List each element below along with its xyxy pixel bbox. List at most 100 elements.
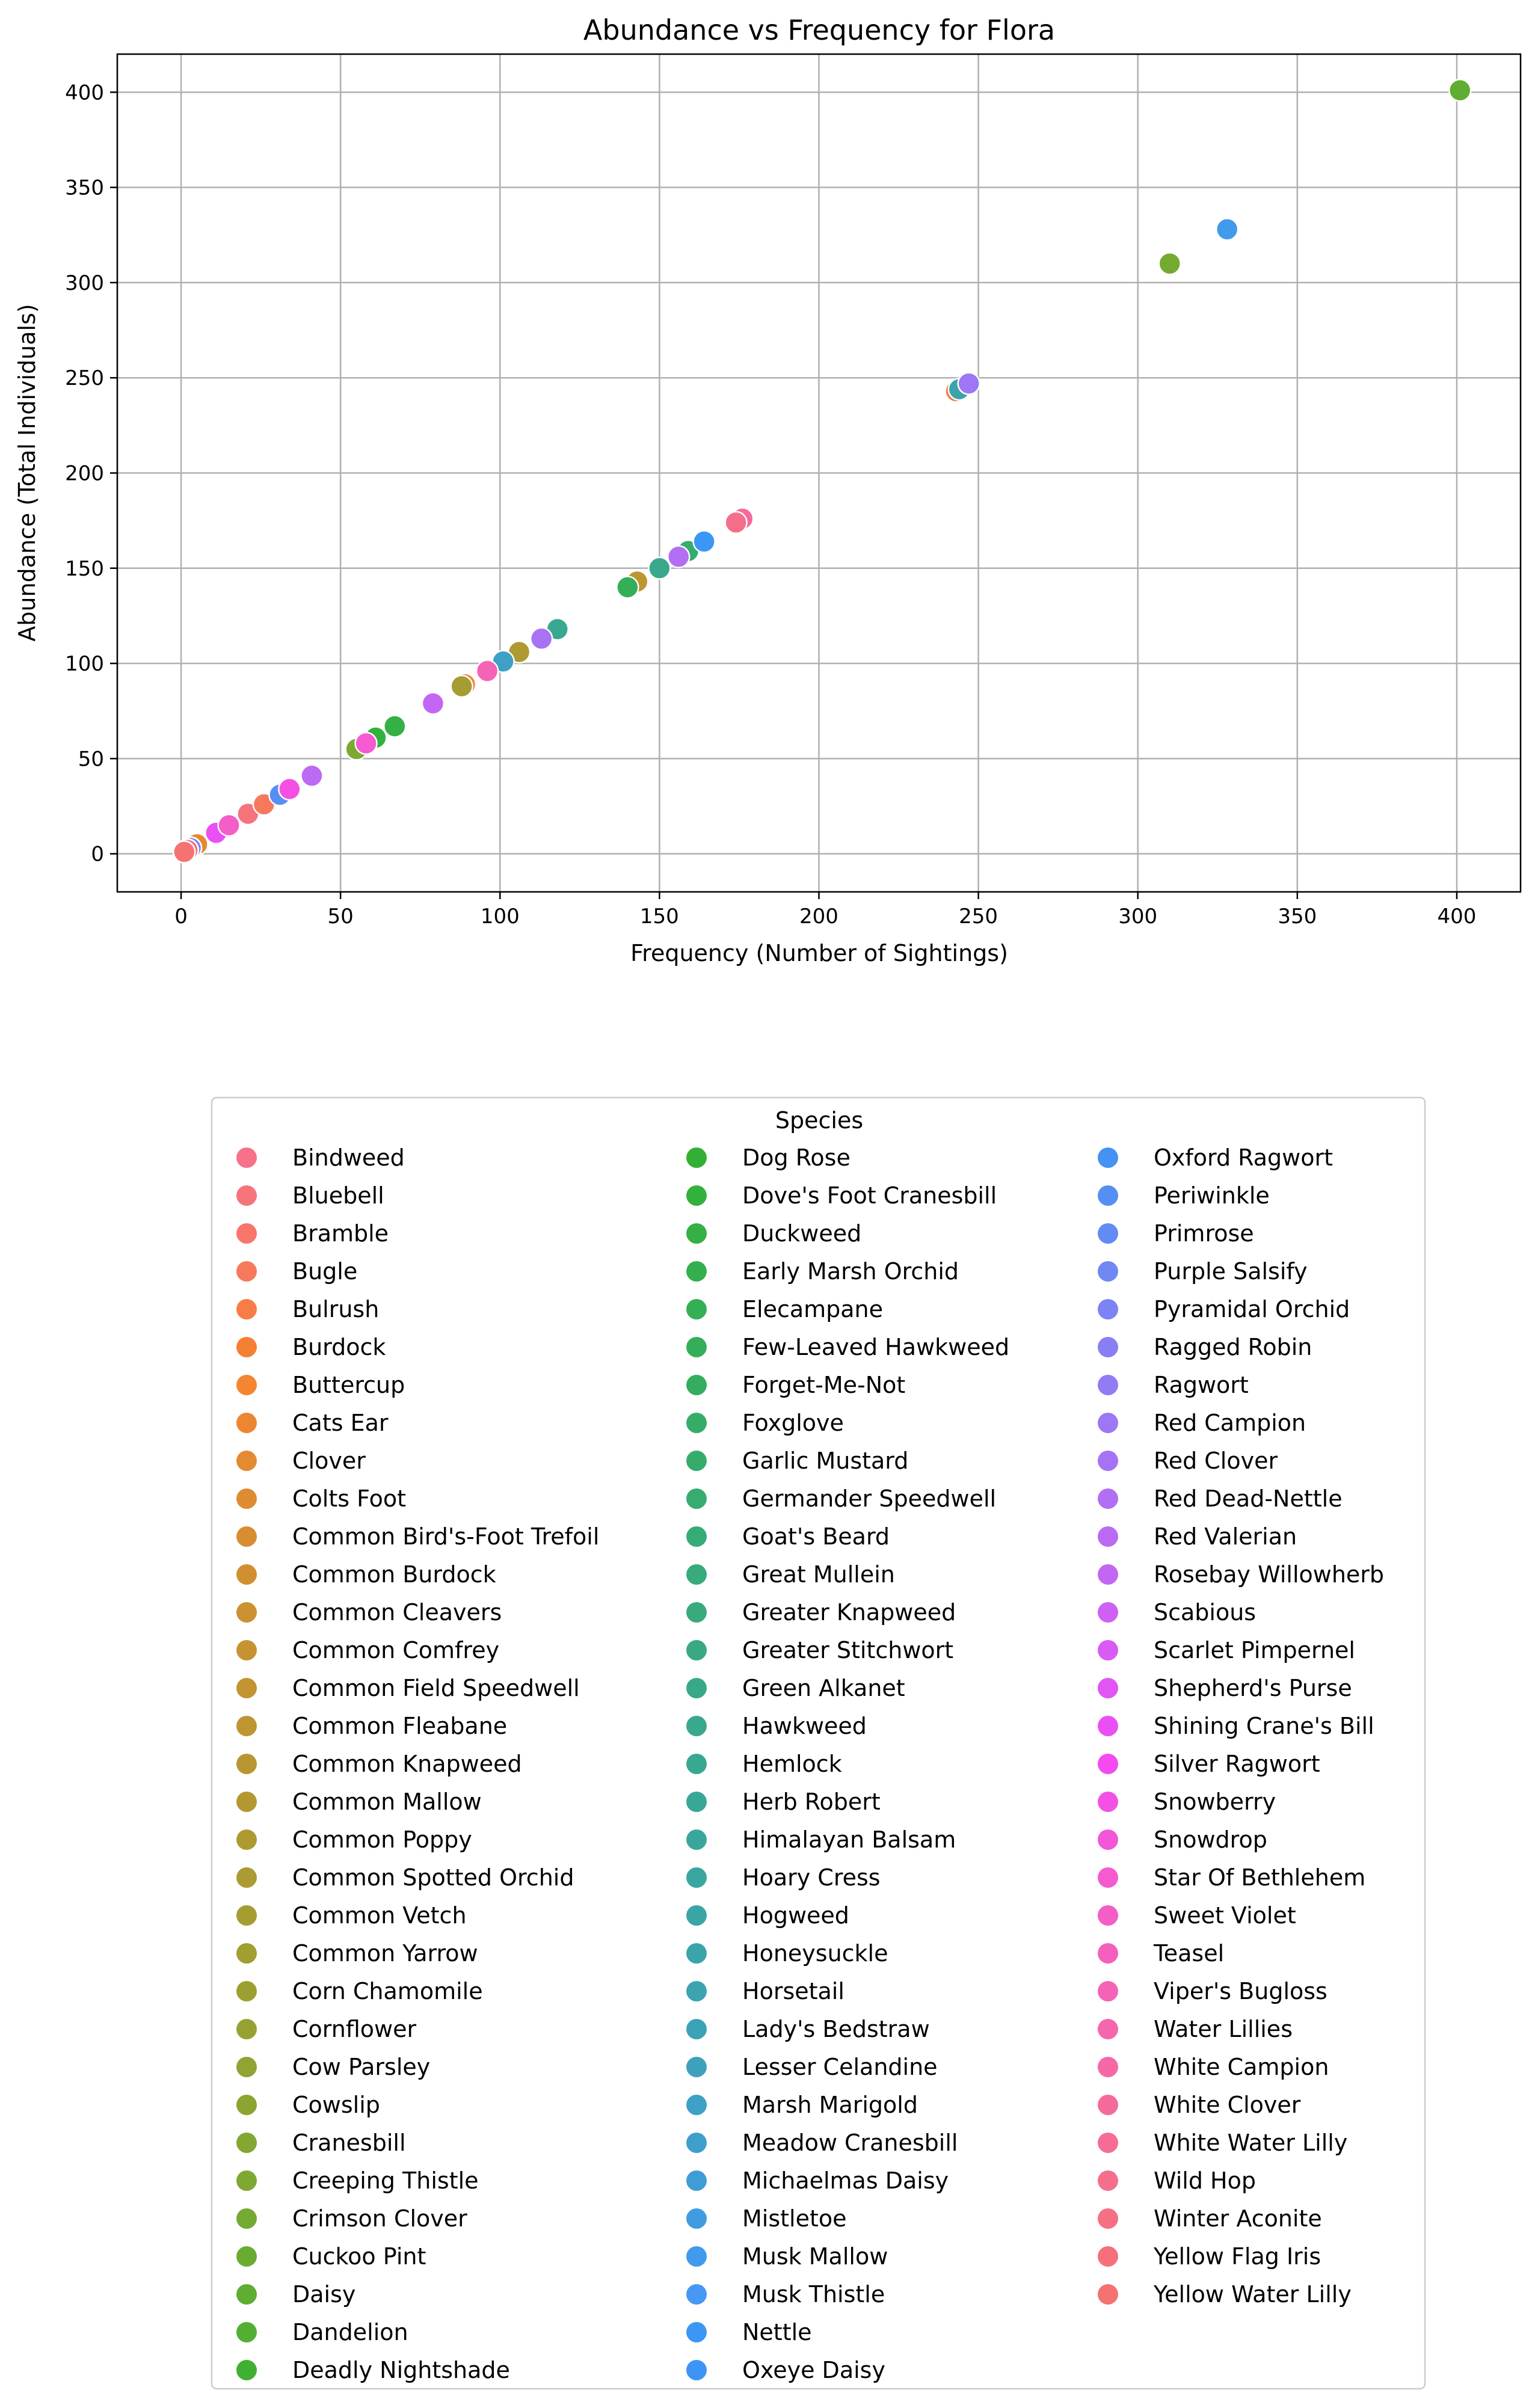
legend-label: Common Vetch xyxy=(292,1902,467,1929)
data-point xyxy=(616,576,639,599)
legend-label: Foxglove xyxy=(742,1410,844,1436)
legend-marker xyxy=(1098,2057,1118,2077)
legend-item: Sweet Violet xyxy=(1098,1902,1296,1929)
legend-item: Greater Stitchwort xyxy=(686,1637,953,1663)
legend-marker xyxy=(236,2284,257,2305)
y-tick-label: 50 xyxy=(78,747,104,771)
legend-marker xyxy=(1098,1526,1118,1547)
x-tick-label: 50 xyxy=(328,905,354,929)
legend-item: Bindweed xyxy=(236,1144,405,1171)
legend-label: Michaelmas Daisy xyxy=(742,2167,949,2194)
legend-marker xyxy=(1098,2133,1118,2153)
legend-label: Duckweed xyxy=(742,1220,861,1247)
legend-label: Star Of Bethlehem xyxy=(1154,1864,1365,1891)
legend-label: Red Valerian xyxy=(1154,1523,1297,1550)
legend-marker xyxy=(1098,1147,1118,1168)
legend-marker xyxy=(686,1678,707,1698)
legend-marker xyxy=(236,1640,257,1660)
legend-item: Duckweed xyxy=(686,1220,861,1247)
legend-marker xyxy=(236,1147,257,1168)
legend-label: Lady's Bedstraw xyxy=(742,2016,930,2042)
legend-label: Forget-Me-Not xyxy=(742,1372,905,1398)
legend-label: Dog Rose xyxy=(742,1144,851,1171)
legend-item: Colts Foot xyxy=(236,1485,406,1512)
legend-item: White Campion xyxy=(1098,2054,1329,2080)
legend-marker xyxy=(236,2322,257,2342)
legend-marker xyxy=(686,1488,707,1509)
x-axis-title: Frequency (Number of Sightings) xyxy=(630,940,1008,966)
legend-marker xyxy=(236,1337,257,1357)
legend-item: Crimson Clover xyxy=(236,2205,467,2232)
legend-item: Musk Thistle xyxy=(686,2281,885,2308)
legend-item: Viper's Bugloss xyxy=(1098,1978,1327,2004)
legend-marker xyxy=(236,1867,257,1888)
legend-marker xyxy=(236,1488,257,1509)
legend-item: Greater Knapweed xyxy=(686,1599,956,1626)
legend-marker xyxy=(1098,2246,1118,2267)
legend-label: Colts Foot xyxy=(292,1485,406,1512)
legend-marker xyxy=(686,2170,707,2191)
legend-marker xyxy=(1098,1185,1118,1206)
legend-marker xyxy=(686,2057,707,2077)
legend-label: Silver Ragwort xyxy=(1154,1751,1320,1777)
legend-marker xyxy=(686,1223,707,1244)
legend-item: Creeping Thistle xyxy=(236,2167,479,2194)
legend-item: Teasel xyxy=(1098,1940,1224,1967)
legend-marker xyxy=(236,2057,257,2077)
legend-item: Marsh Marigold xyxy=(686,2092,918,2118)
legend-marker xyxy=(236,2019,257,2039)
legend-title: Species xyxy=(775,1107,863,1134)
legend-item: Green Alkanet xyxy=(686,1675,905,1701)
plot-frame xyxy=(116,53,1522,893)
x-tick-label: 350 xyxy=(1278,905,1317,929)
legend-marker xyxy=(1098,1792,1118,1812)
legend-item: Common Spotted Orchid xyxy=(236,1864,574,1891)
legend-marker xyxy=(1098,1829,1118,1850)
legend-marker xyxy=(686,1981,707,2001)
legend-label: Bindweed xyxy=(292,1144,405,1171)
legend-item: Early Marsh Orchid xyxy=(686,1258,959,1285)
legend-item: Herb Robert xyxy=(686,1789,881,1815)
data-point xyxy=(648,556,671,580)
legend-item: Silver Ragwort xyxy=(1098,1751,1320,1777)
legend-marker xyxy=(1098,2208,1118,2229)
legend-marker xyxy=(686,1375,707,1395)
legend-marker xyxy=(236,1223,257,1244)
legend-item: Scarlet Pimpernel xyxy=(1098,1637,1355,1663)
x-tick-label: 200 xyxy=(799,905,838,929)
legend-marker xyxy=(1098,2170,1118,2191)
legend-label: Bulrush xyxy=(292,1296,379,1322)
legend-item: Himalayan Balsam xyxy=(686,1826,956,1853)
legend-label: Creeping Thistle xyxy=(292,2167,479,2194)
legend-marker xyxy=(1098,1375,1118,1395)
legend-item: Mistletoe xyxy=(686,2205,847,2232)
legend-label: Scarlet Pimpernel xyxy=(1154,1637,1355,1663)
x-tick-label: 400 xyxy=(1438,905,1477,929)
legend-item: Common Bird's-Foot Trefoil xyxy=(236,1523,599,1550)
legend-marker xyxy=(236,1526,257,1547)
legend-label: Greater Knapweed xyxy=(742,1599,956,1626)
axis-ticks: 0 50 100 150 200 250 300 350 400 0 50 100 150 200 250 3… xyxy=(65,81,1476,929)
legend-item: Common Field Speedwell xyxy=(236,1675,580,1701)
legend-item: Forget-Me-Not xyxy=(686,1372,905,1398)
legend-marker xyxy=(236,2133,257,2153)
legend-label: Burdock xyxy=(292,1334,386,1360)
legend-item: Common Poppy xyxy=(236,1826,472,1853)
legend-item: Goat's Beard xyxy=(686,1523,890,1550)
legend-item: Lady's Bedstraw xyxy=(686,2016,930,2042)
legend-label: Musk Thistle xyxy=(742,2281,885,2308)
legend-marker xyxy=(1098,1337,1118,1357)
legend-marker xyxy=(686,2360,707,2380)
legend-label: Common Knapweed xyxy=(292,1751,522,1777)
data-point xyxy=(1215,218,1239,241)
x-tick-label: 300 xyxy=(1118,905,1157,929)
legend-label: Shepherd's Purse xyxy=(1154,1675,1352,1701)
legend-label: Dove's Foot Cranesbill xyxy=(742,1182,997,1209)
legend-label: White Water Lilly xyxy=(1154,2130,1347,2156)
legend-label: Cats Ear xyxy=(292,1410,389,1436)
legend-item: White Water Lilly xyxy=(1098,2130,1347,2156)
legend-marker xyxy=(686,1867,707,1888)
legend-item: Cats Ear xyxy=(236,1410,389,1436)
legend-marker xyxy=(686,2322,707,2342)
legend-label: Hemlock xyxy=(742,1751,842,1777)
